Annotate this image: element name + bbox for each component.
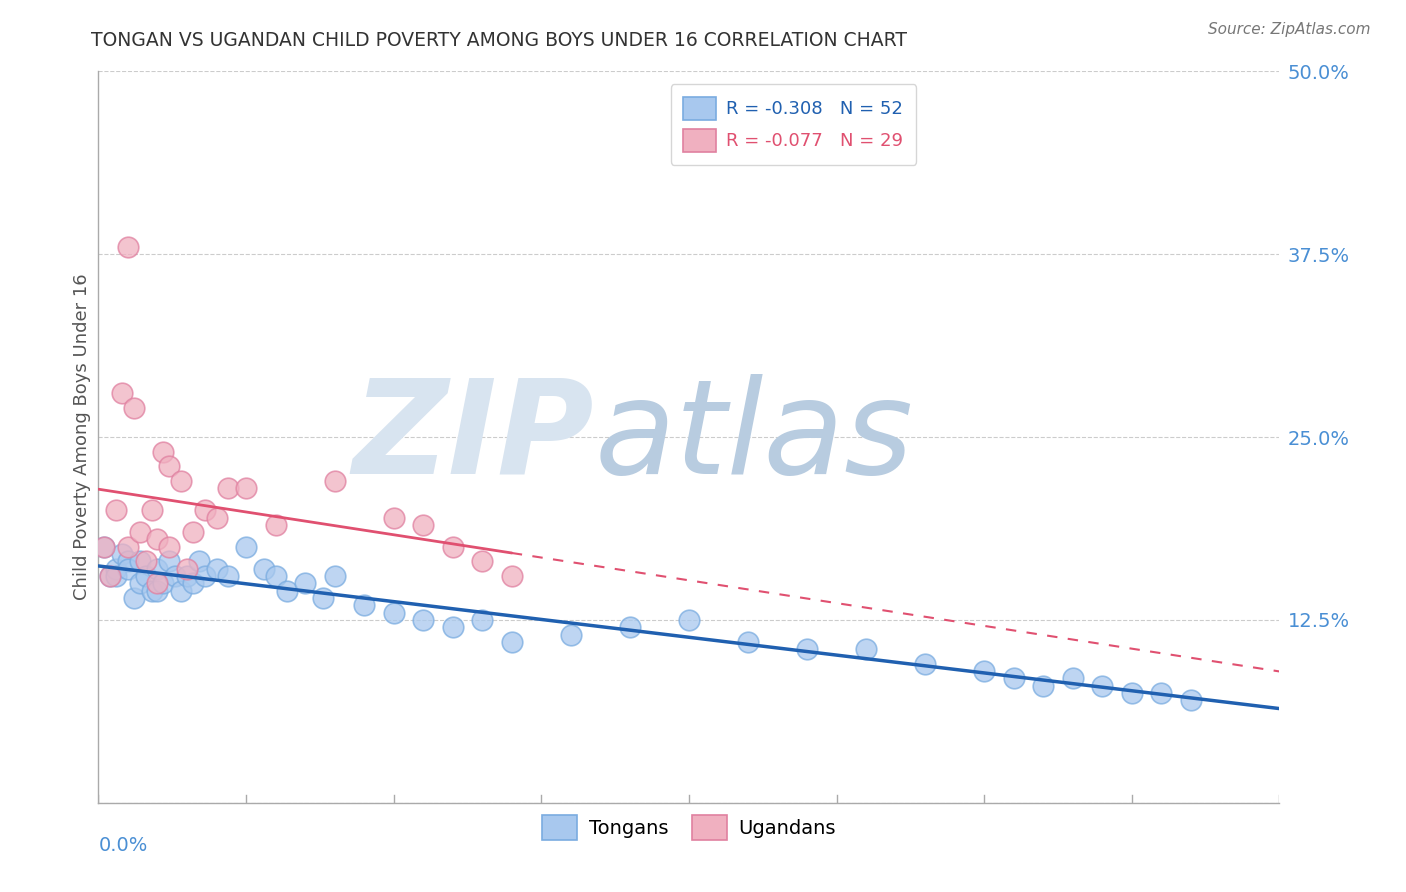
Point bbox=[560, 627, 582, 641]
Point bbox=[128, 525, 150, 540]
Point bbox=[205, 510, 228, 524]
Point bbox=[141, 503, 163, 517]
Point bbox=[235, 481, 257, 495]
Point bbox=[323, 569, 346, 583]
Point bbox=[353, 599, 375, 613]
Point bbox=[157, 459, 180, 474]
Point bbox=[93, 540, 115, 554]
Point bbox=[264, 569, 287, 583]
Point bbox=[194, 503, 217, 517]
Point bbox=[412, 613, 434, 627]
Point bbox=[170, 474, 193, 488]
Point bbox=[194, 569, 217, 583]
Point bbox=[471, 554, 494, 568]
Point bbox=[294, 576, 316, 591]
Point bbox=[105, 569, 128, 583]
Point bbox=[323, 474, 346, 488]
Point bbox=[141, 583, 163, 598]
Point bbox=[1180, 693, 1202, 707]
Point bbox=[441, 540, 464, 554]
Point bbox=[1062, 672, 1084, 686]
Point bbox=[93, 540, 115, 554]
Point bbox=[1091, 679, 1114, 693]
Point bbox=[217, 481, 239, 495]
Point bbox=[135, 554, 157, 568]
Point bbox=[501, 569, 523, 583]
Point bbox=[105, 503, 128, 517]
Point bbox=[165, 569, 187, 583]
Point bbox=[146, 533, 169, 547]
Point bbox=[253, 562, 276, 576]
Point bbox=[98, 569, 121, 583]
Point bbox=[382, 510, 405, 524]
Point bbox=[217, 569, 239, 583]
Point bbox=[170, 583, 193, 598]
Point bbox=[122, 401, 145, 415]
Point bbox=[157, 540, 180, 554]
Point bbox=[152, 576, 174, 591]
Point bbox=[117, 540, 139, 554]
Point bbox=[117, 554, 139, 568]
Point bbox=[796, 642, 818, 657]
Point bbox=[235, 540, 257, 554]
Point bbox=[146, 583, 169, 598]
Point bbox=[382, 606, 405, 620]
Point bbox=[501, 635, 523, 649]
Text: 0.0%: 0.0% bbox=[98, 836, 148, 855]
Point bbox=[737, 635, 759, 649]
Point bbox=[157, 554, 180, 568]
Text: ZIP: ZIP bbox=[353, 374, 595, 500]
Point bbox=[619, 620, 641, 634]
Point bbox=[1002, 672, 1025, 686]
Point bbox=[122, 591, 145, 605]
Point bbox=[111, 547, 134, 561]
Point bbox=[152, 444, 174, 458]
Point bbox=[105, 562, 128, 576]
Point bbox=[1121, 686, 1143, 700]
Point bbox=[98, 569, 121, 583]
Point bbox=[441, 620, 464, 634]
Point bbox=[117, 562, 139, 576]
Point bbox=[264, 517, 287, 532]
Point bbox=[181, 525, 204, 540]
Point bbox=[176, 569, 198, 583]
Point bbox=[128, 576, 150, 591]
Point bbox=[312, 591, 335, 605]
Text: atlas: atlas bbox=[595, 374, 914, 500]
Legend: Tongans, Ugandans: Tongans, Ugandans bbox=[534, 807, 844, 848]
Point bbox=[187, 554, 209, 568]
Point bbox=[276, 583, 298, 598]
Point bbox=[914, 657, 936, 671]
Point bbox=[205, 562, 228, 576]
Point bbox=[128, 554, 150, 568]
Y-axis label: Child Poverty Among Boys Under 16: Child Poverty Among Boys Under 16 bbox=[73, 274, 91, 600]
Point bbox=[111, 386, 134, 401]
Point bbox=[1032, 679, 1054, 693]
Text: Source: ZipAtlas.com: Source: ZipAtlas.com bbox=[1208, 22, 1371, 37]
Point bbox=[135, 569, 157, 583]
Point bbox=[181, 576, 204, 591]
Point bbox=[176, 562, 198, 576]
Text: TONGAN VS UGANDAN CHILD POVERTY AMONG BOYS UNDER 16 CORRELATION CHART: TONGAN VS UGANDAN CHILD POVERTY AMONG BO… bbox=[91, 31, 907, 50]
Point bbox=[471, 613, 494, 627]
Point bbox=[1150, 686, 1173, 700]
Point bbox=[973, 664, 995, 678]
Point bbox=[855, 642, 877, 657]
Point bbox=[146, 562, 169, 576]
Point bbox=[678, 613, 700, 627]
Point bbox=[412, 517, 434, 532]
Point bbox=[146, 576, 169, 591]
Point bbox=[117, 240, 139, 254]
